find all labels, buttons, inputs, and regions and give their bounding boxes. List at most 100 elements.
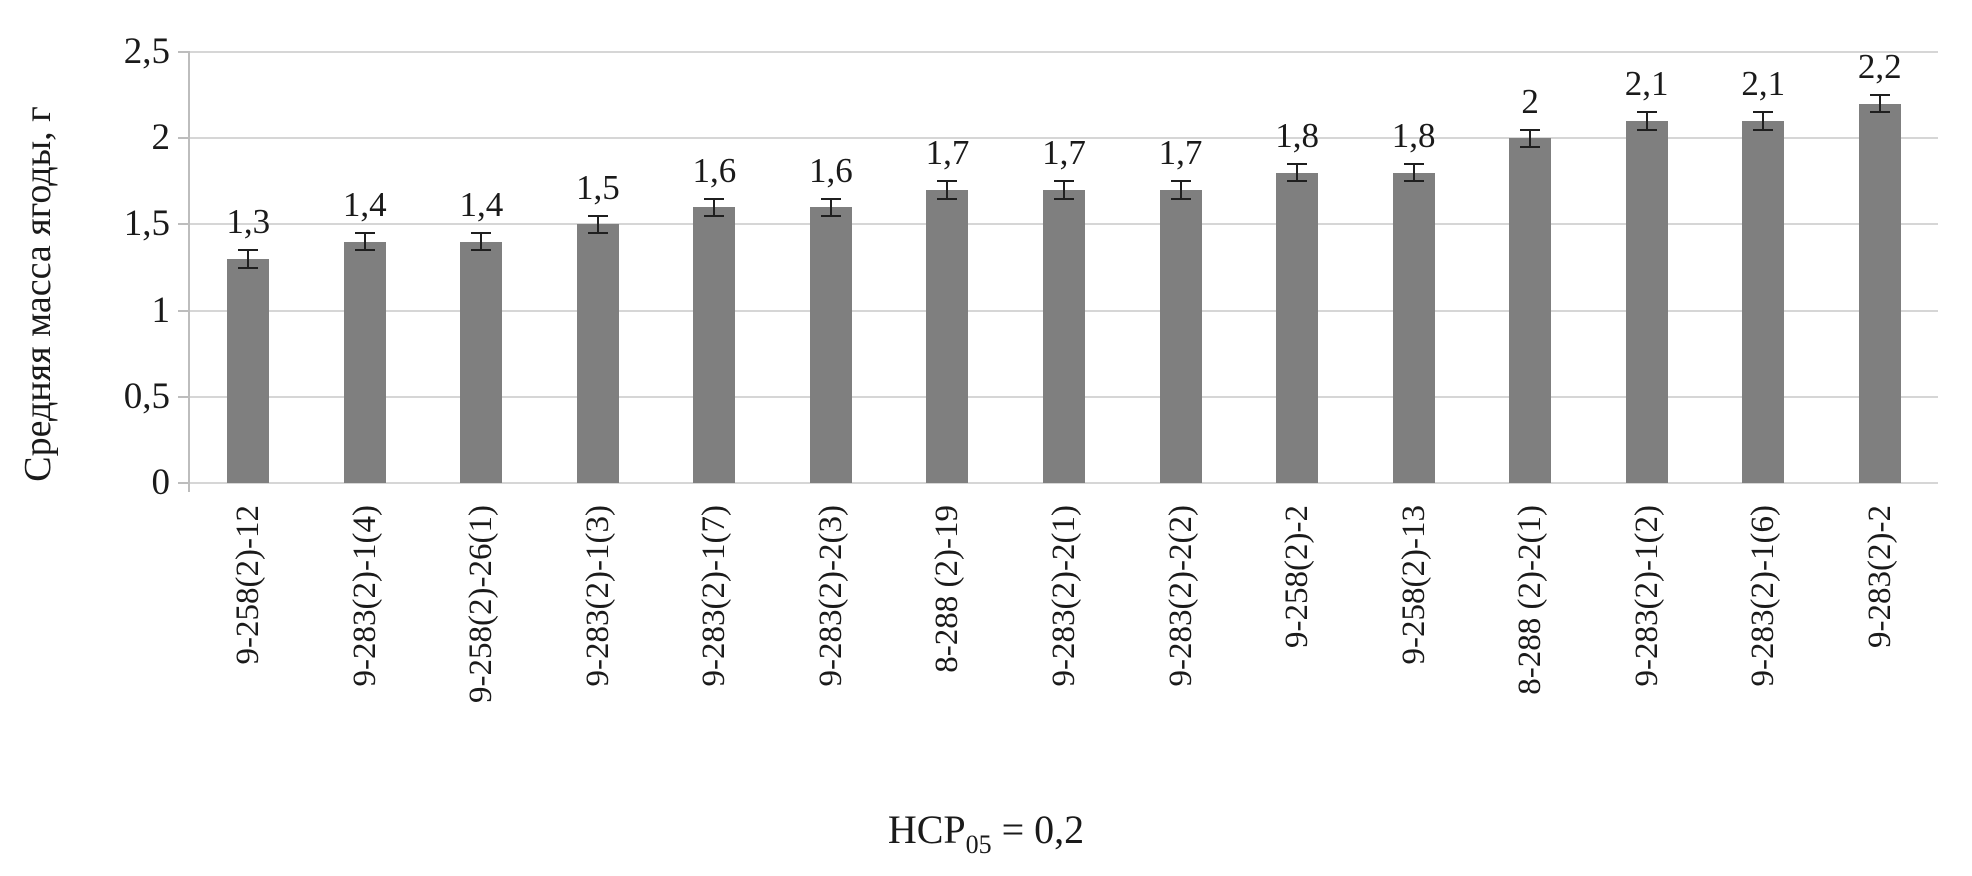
x-axis-category-label: 9-258(2)-2 [1279,505,1316,648]
y-tick-label: 1 [151,289,171,331]
error-bar-line [713,198,716,216]
error-bar-cap-bottom [1170,197,1191,200]
bar-value-label: 2,1 [1624,64,1669,104]
bar [1742,120,1785,483]
bar-value-label: 1,8 [1275,116,1319,156]
error-bar-line [1063,181,1065,199]
error-bar-cap-bottom [1636,128,1657,131]
error-bar-cap-top [1287,163,1308,166]
bar [926,189,969,483]
bar [1043,189,1085,483]
error-bar-cap-top [1753,111,1774,114]
gridline [190,482,1938,484]
error-bar-cap-bottom [704,214,725,217]
y-tick-label: 0 [151,462,171,503]
bar-value-label: 1,3 [226,202,271,242]
error-bar-cap-top [704,197,725,200]
bar-value-label: 2,1 [1741,64,1786,104]
error-bar-cap-top [587,214,608,217]
y-axis-tick [178,482,190,484]
bar-value-label: 1,7 [1158,133,1203,173]
bar [809,207,852,483]
y-axis-title: Средняя масса ягоды, г [17,106,59,482]
x-axis-category-label: 9-283(2)-1(4) [346,505,383,687]
error-bar-cap-bottom [937,197,958,200]
x-caption-subscript: 05 [965,830,992,859]
gridline [190,51,1938,53]
bar [693,207,736,483]
error-bar-cap-top [471,232,492,235]
bar-value-label: 1,4 [459,185,504,225]
x-axis-category-label: 9-283(2)-1(3) [579,505,616,687]
error-bar-cap-top [1636,111,1657,114]
bar-value-label: 1,6 [692,150,737,190]
error-bar-cap-top [1054,180,1074,183]
error-bar-cap-bottom [1403,180,1424,183]
error-bar-line [1412,164,1415,182]
error-bar-cap-top [1403,163,1424,166]
y-axis-tick [178,395,190,398]
error-bar-cap-top [820,197,841,200]
error-bar-line [946,181,949,199]
error-bar-cap-bottom [1520,145,1541,148]
x-axis-caption: НСР05 = 0,2 [236,806,1736,860]
y-tick-label: 1,5 [123,203,170,245]
y-tick-label: 2,5 [123,31,170,72]
bar [227,258,270,483]
error-bar-line [1645,112,1648,130]
bar-value-label: 1,5 [575,167,620,207]
error-bar-cap-bottom [238,266,259,269]
error-bar-cap-bottom [1753,128,1774,131]
error-bar-cap-top [1170,180,1191,183]
error-bar-cap-bottom [1869,111,1890,114]
x-axis-category-label: 9-283(2)-1(2) [1628,505,1665,687]
error-bar-cap-bottom [1054,197,1074,200]
y-axis-tick [178,137,190,140]
error-bar-cap-top [937,180,958,183]
y-tick-label: 2 [151,117,171,159]
error-bar-line [480,233,483,251]
bar-value-label: 1,7 [1042,133,1086,173]
x-caption-value: = 0,2 [1001,807,1085,852]
error-bar-cap-bottom [820,214,841,217]
bar [460,241,503,483]
x-axis-category-label: 9-283(2)-2(3) [812,505,849,687]
error-bar-line [1296,164,1299,182]
y-axis-line [188,51,190,492]
x-axis-category-label: 9-283(2)-2(2) [1162,505,1199,687]
x-axis-category-label: 9-258(2)-13 [1395,505,1432,665]
error-bar-line [247,250,250,268]
bar [576,224,619,483]
error-bar-cap-top [1869,94,1890,97]
bar [1392,172,1435,483]
y-axis-tick [178,51,190,53]
error-bar-cap-bottom [1287,180,1308,183]
x-axis-category-label: 9-258(2)-26(1) [463,505,500,703]
bar [1625,120,1668,483]
x-axis-category-label: 9-283(2)-1(7) [696,505,733,687]
bar [343,241,386,483]
error-bar-cap-bottom [587,232,608,235]
gridline [190,137,1938,140]
x-axis-category-label: 9-283(2)-2(1) [1046,505,1082,687]
bar-value-label: 1,6 [809,150,853,190]
error-bar-line [1529,129,1532,147]
x-axis-category-label: 9-283(2)-1(6) [1745,505,1782,687]
error-bar-cap-top [1520,128,1541,131]
error-bar-line [829,198,832,216]
error-bar-line [1878,95,1881,113]
error-bar-cap-bottom [354,249,375,252]
y-axis-tick [178,223,190,226]
error-bar-cap-bottom [471,249,492,252]
error-bar-line [363,233,366,251]
x-axis-category-label: 8-288 (2)-2(1) [1512,505,1549,695]
bar-value-label: 2 [1521,81,1539,121]
error-bar-cap-top [238,249,259,252]
bar-value-label: 2,2 [1857,47,1902,87]
y-axis-tick [178,309,190,312]
bar-value-label: 1,7 [925,133,970,173]
y-tick-label: 0,5 [123,375,170,417]
bar [1276,172,1319,483]
error-bar-line [1179,181,1182,199]
